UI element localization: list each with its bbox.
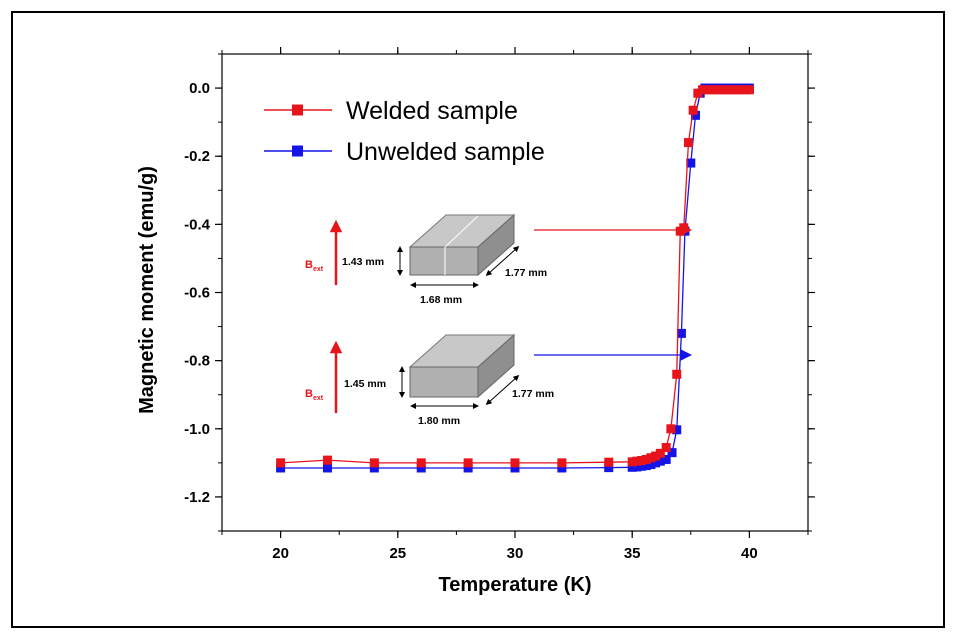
- axes-layer: 20 25 30 35 40 0.0 -0.2 -0.4 -0.6 -0.8 -1.0 -1.2: [184, 47, 815, 562]
- data-point: [632, 456, 642, 466]
- data-point: [276, 458, 286, 468]
- data-point: [672, 369, 682, 379]
- y-tick-label: 0.0: [189, 80, 210, 97]
- data-point: [632, 462, 642, 472]
- data-point: [716, 85, 726, 95]
- data-point: [688, 105, 698, 115]
- data-point: [712, 85, 722, 95]
- data-point: [672, 425, 682, 435]
- data-point: [667, 448, 677, 458]
- bext-label-bottom: Bext: [305, 388, 324, 402]
- data-point: [627, 457, 637, 467]
- width-label-top: 1.68 mm: [420, 294, 462, 306]
- data-point: [322, 455, 332, 465]
- legend-item-unwelded: Unwelded sample: [264, 138, 545, 166]
- data-point: [637, 455, 647, 465]
- block-front-face: [409, 246, 479, 276]
- data-point: [676, 328, 686, 338]
- legend: Welded sample Unwelded sample: [264, 97, 545, 166]
- data-point: [730, 85, 740, 95]
- data-point: [416, 463, 426, 473]
- data-point: [463, 463, 473, 473]
- data-point: [641, 454, 651, 464]
- data-point: [686, 158, 696, 168]
- data-point: [698, 85, 708, 95]
- bext-label-top: Bext: [305, 259, 324, 273]
- height-label-bottom: 1.45 mm: [344, 378, 386, 390]
- unwelded-sample-illustration: Bext 1.45 mm 1.80 mm 1.77 mm: [305, 333, 692, 427]
- x-tick-label: 30: [507, 545, 524, 562]
- y-tick-label: -0.6: [184, 285, 210, 302]
- x-tick-label: 20: [272, 545, 289, 562]
- legend-label-welded: Welded sample: [346, 97, 518, 125]
- data-point: [627, 462, 637, 472]
- data-point: [740, 85, 750, 95]
- y-tick-label: -0.2: [184, 148, 210, 165]
- data-point: [651, 458, 661, 468]
- data-point: [463, 458, 473, 468]
- data-point: [707, 85, 717, 95]
- pointer-head-welded: [680, 224, 692, 236]
- x-tick-label: 25: [389, 545, 406, 562]
- weld-line-top: [444, 215, 479, 248]
- depth-label-bottom: 1.77 mm: [512, 388, 554, 400]
- x-axis-title: Temperature (K): [439, 574, 592, 596]
- data-point: [604, 457, 614, 467]
- y-axis-title: Magnetic moment (emu/g): [136, 166, 158, 414]
- data-point: [690, 110, 700, 120]
- data-point: [637, 461, 647, 471]
- data-point: [510, 463, 520, 473]
- data-point: [641, 461, 651, 471]
- data-point: [655, 456, 665, 466]
- data-point: [322, 463, 332, 473]
- data-point: [655, 448, 665, 458]
- legend-marker-welded: [292, 104, 303, 116]
- x-tick-label: 35: [624, 545, 641, 562]
- data-point: [661, 454, 671, 464]
- data-point: [726, 85, 736, 95]
- data-point: [693, 88, 703, 98]
- legend-label-unwelded: Unwelded sample: [346, 138, 545, 166]
- data-point: [666, 424, 676, 434]
- width-label-bottom: 1.80 mm: [418, 415, 460, 427]
- legend-item-welded: Welded sample: [264, 97, 518, 125]
- data-point: [646, 460, 656, 470]
- data-point: [276, 463, 286, 473]
- data-point: [510, 458, 520, 468]
- x-tick-label: 40: [741, 545, 758, 562]
- data-point: [369, 463, 379, 473]
- data-point: [416, 458, 426, 468]
- welded-sample-illustration: Bext 1.43 mm 1.68 mm 1.77 mm: [305, 213, 692, 306]
- data-point: [557, 463, 567, 473]
- y-tick-label: -1.0: [184, 421, 210, 438]
- pointer-head-unwelded: [680, 349, 692, 361]
- data-point: [721, 85, 731, 95]
- legend-marker-unwelded: [292, 145, 303, 157]
- data-point: [651, 451, 661, 461]
- y-tick-label: -0.4: [184, 216, 211, 233]
- data-point: [702, 85, 712, 95]
- data-point: [744, 85, 754, 95]
- data-point: [683, 138, 693, 148]
- data-point: [604, 463, 614, 473]
- data-point: [661, 443, 671, 453]
- block-front-face: [409, 366, 479, 398]
- y-tick-label: -0.8: [184, 353, 210, 370]
- height-label-top: 1.43 mm: [342, 256, 384, 268]
- series-layer: [276, 83, 754, 473]
- figure-frame: [11, 11, 945, 628]
- data-point: [735, 85, 745, 95]
- data-point: [557, 458, 567, 468]
- data-point: [646, 453, 656, 463]
- data-point: [369, 458, 379, 468]
- y-tick-label: -1.2: [184, 489, 210, 506]
- depth-label-top: 1.77 mm: [505, 267, 547, 279]
